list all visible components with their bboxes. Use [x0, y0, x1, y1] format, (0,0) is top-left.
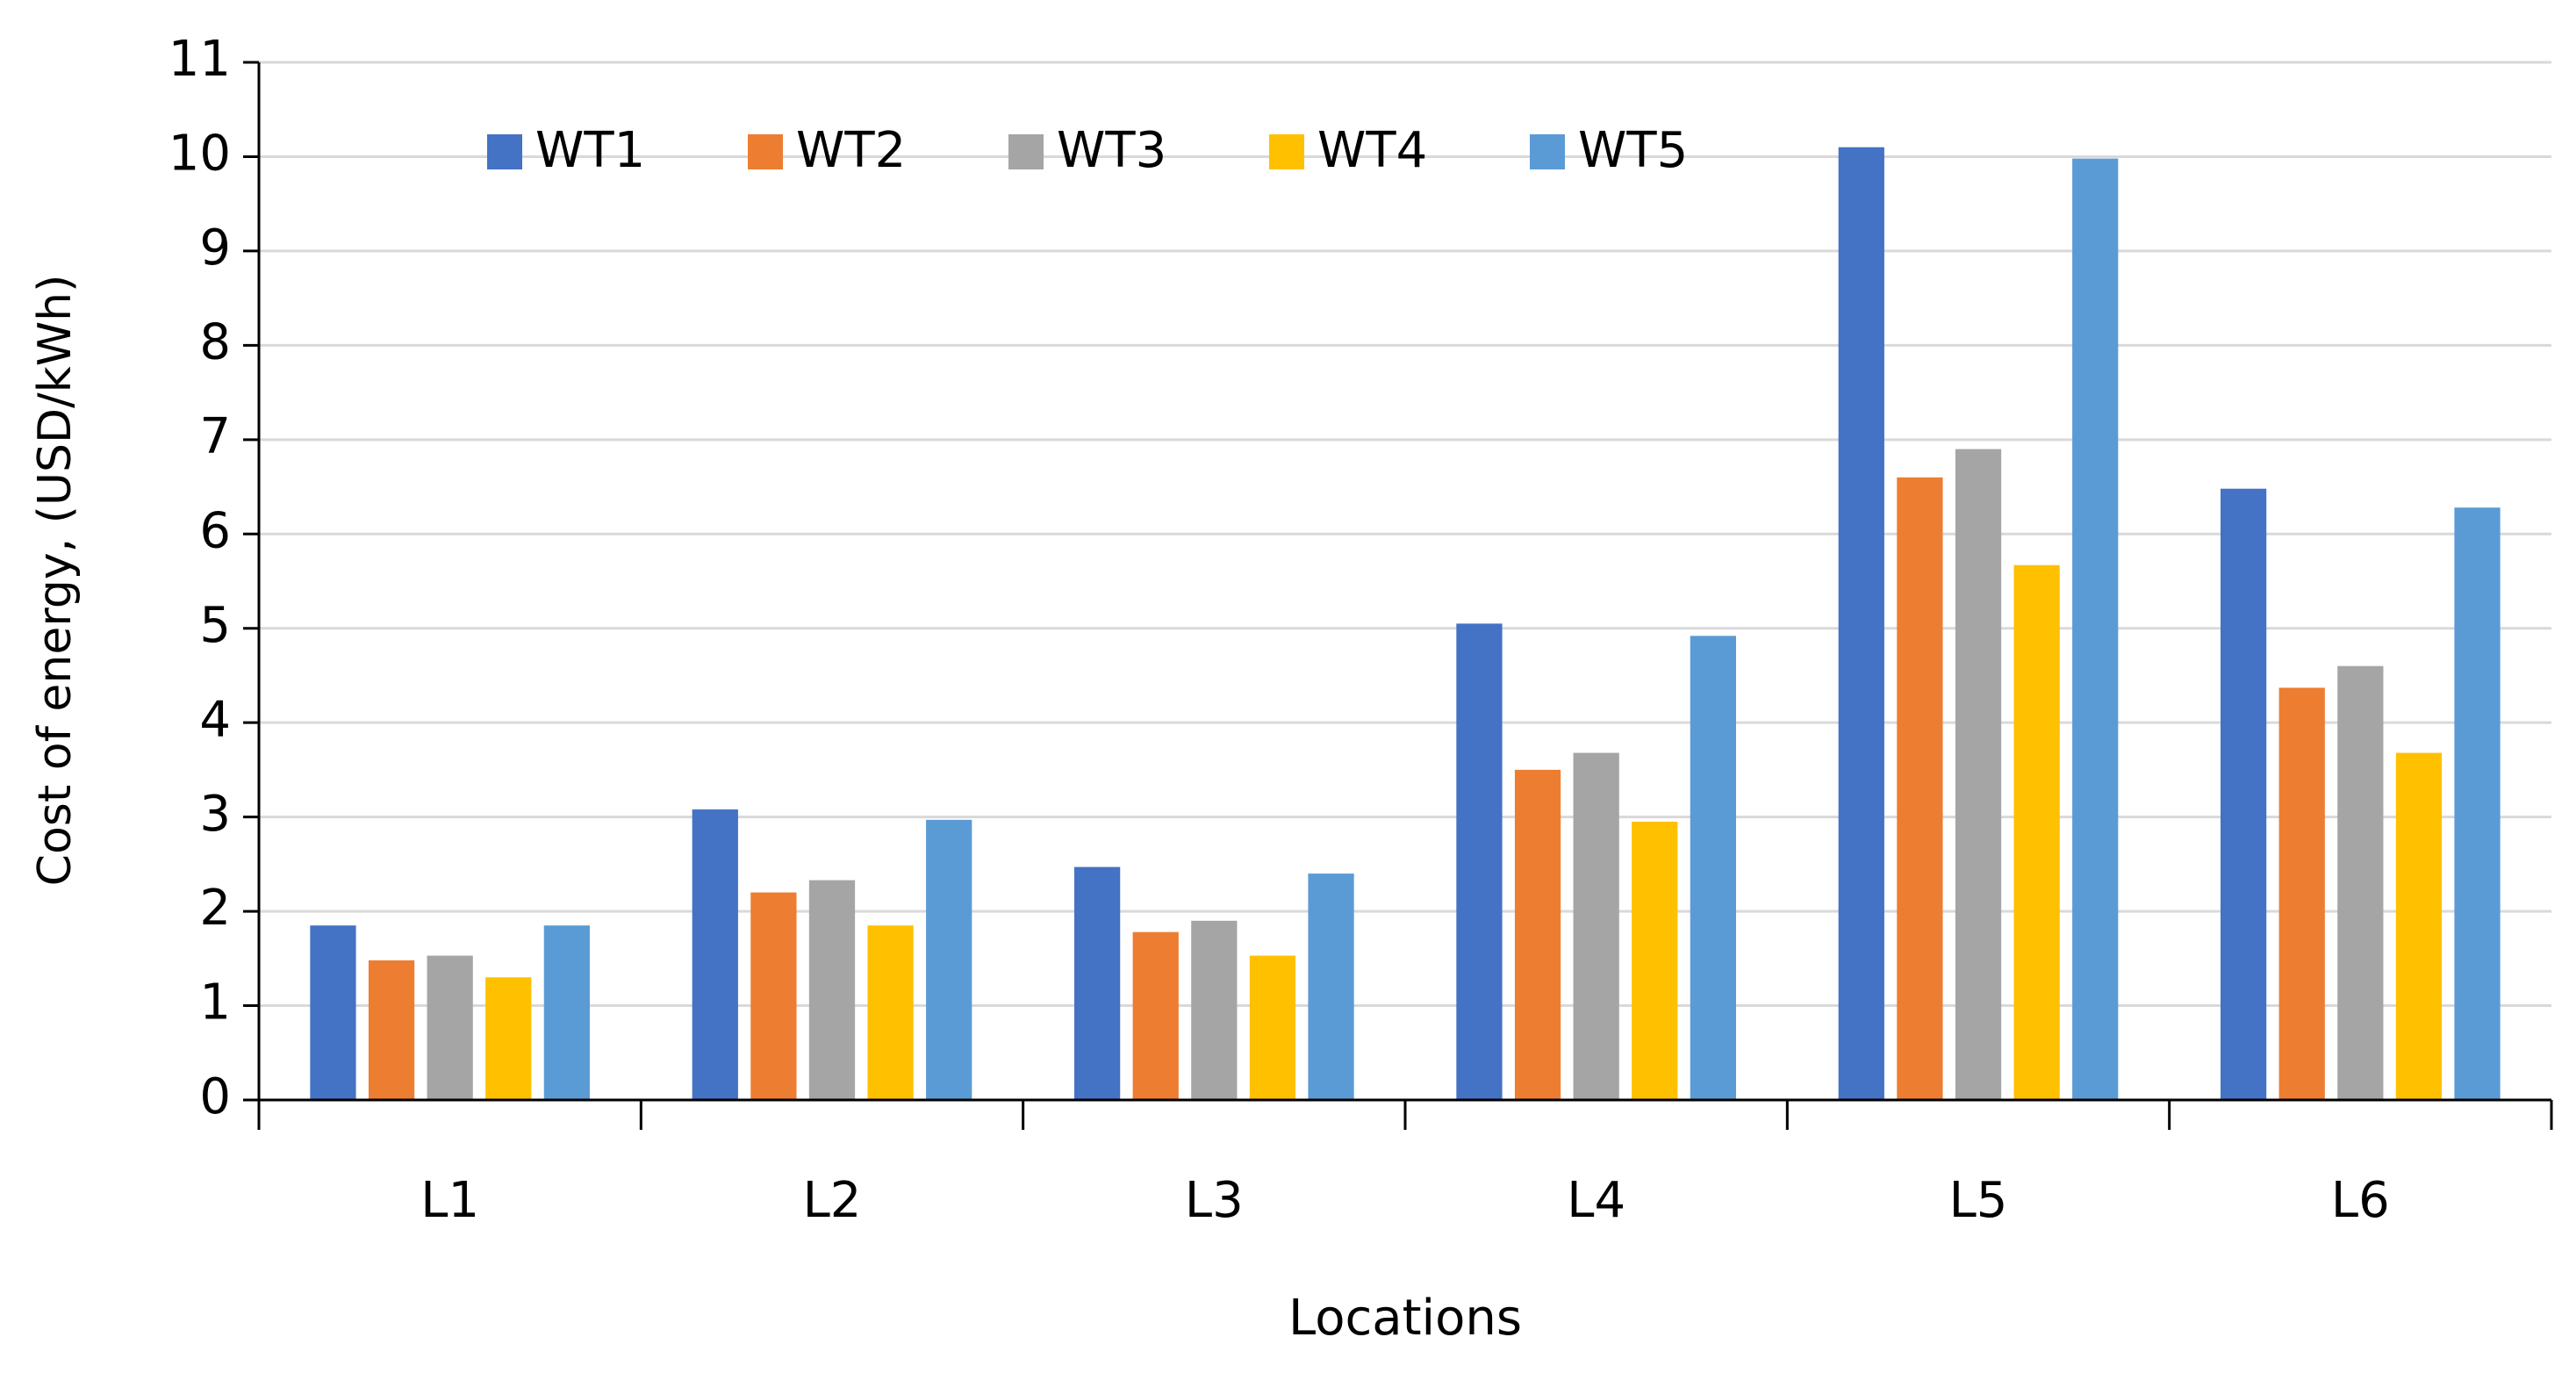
bar [692, 809, 738, 1100]
bar [926, 819, 972, 1100]
bar [2395, 752, 2443, 1100]
legend-swatch [1269, 134, 1304, 169]
x-tick-label: L3 [1185, 1172, 1244, 1229]
bar [310, 925, 356, 1100]
y-tick-label: 10 [169, 126, 231, 183]
bar [750, 892, 797, 1100]
bar [1897, 477, 1943, 1100]
bar [485, 977, 532, 1100]
y-tick-label: 11 [169, 31, 231, 88]
bar [1838, 147, 1884, 1100]
y-tick-label: 3 [199, 786, 231, 843]
legend-label: WT2 [796, 122, 906, 179]
bar [2221, 488, 2267, 1100]
y-tick-label: 5 [199, 597, 231, 654]
y-tick-label: 7 [199, 408, 231, 465]
legend-label: WT3 [1057, 122, 1166, 179]
y-axis-title: Cost of energy, (USD/kWh) [29, 275, 82, 887]
bar [1132, 931, 1179, 1100]
bar [1514, 769, 1561, 1100]
legend-label: WT5 [1578, 122, 1688, 179]
x-tick-label: L5 [1949, 1172, 2008, 1229]
x-tick-label: L6 [2331, 1172, 2390, 1229]
y-tick-label: 8 [199, 314, 231, 371]
x-tick-label: L1 [420, 1172, 479, 1229]
x-tick-label: L4 [1567, 1172, 1625, 1229]
bar [867, 925, 914, 1100]
bar [1191, 920, 1238, 1100]
bar [2072, 158, 2119, 1100]
bar [1308, 873, 1354, 1100]
y-tick-label: 0 [199, 1068, 231, 1125]
bar [1573, 752, 1619, 1100]
bar [2013, 564, 2060, 1100]
legend-label: WT1 [535, 122, 645, 179]
bar [1074, 866, 1121, 1100]
bar [2278, 687, 2325, 1100]
bar [1249, 955, 1296, 1100]
bar [2337, 665, 2384, 1100]
y-tick-label: 2 [199, 880, 231, 937]
bar [808, 880, 856, 1100]
bar [1690, 636, 1736, 1100]
bar [427, 955, 473, 1100]
y-tick-label: 9 [199, 219, 231, 277]
bar [1632, 822, 1678, 1100]
bar [1456, 623, 1503, 1100]
y-tick-label: 4 [199, 691, 231, 748]
x-tick-label: L2 [803, 1172, 862, 1229]
y-tick-label: 6 [199, 502, 231, 559]
legend-swatch [748, 134, 783, 169]
bar [1955, 449, 2002, 1101]
legend-swatch [487, 134, 522, 169]
y-tick-label: 1 [199, 974, 231, 1032]
x-axis-title: Locations [1288, 1290, 1522, 1347]
bar [2454, 507, 2501, 1100]
bar [543, 925, 590, 1100]
legend-swatch [1008, 134, 1044, 169]
legend-swatch [1530, 134, 1565, 169]
legend-label: WT4 [1317, 122, 1427, 179]
bar [368, 960, 415, 1100]
